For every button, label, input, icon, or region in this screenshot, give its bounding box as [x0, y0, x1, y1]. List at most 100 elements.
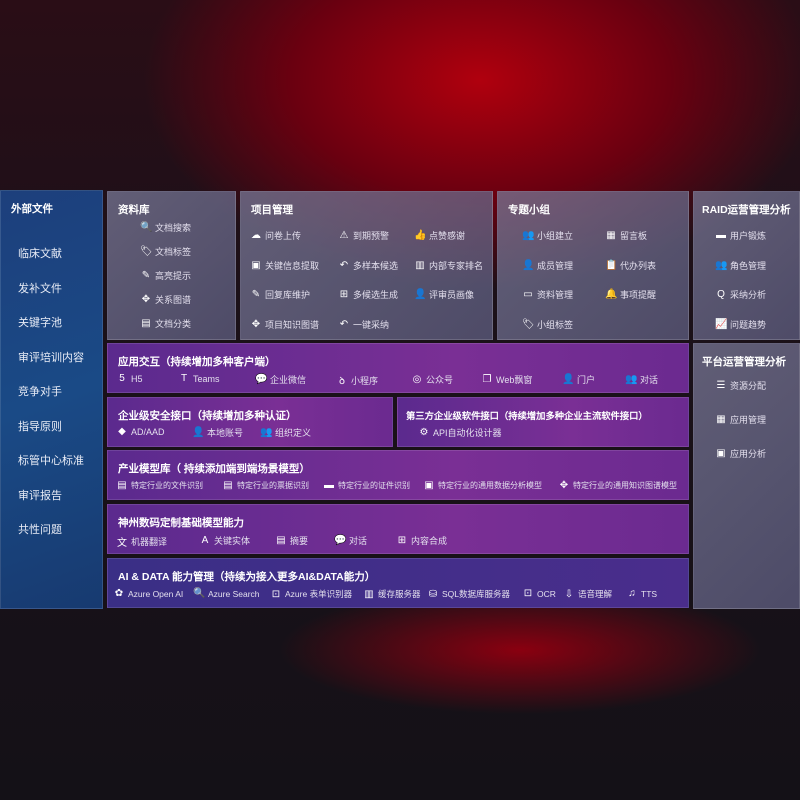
group-panel: 专题小组 — [497, 191, 689, 340]
group-item[interactable]: 🏷 小组标签 — [522, 318, 573, 331]
html5-icon: 5 — [119, 373, 125, 384]
raid-item[interactable]: ▬ 用户锻炼 — [715, 229, 766, 242]
group-item[interactable]: 👥 小组建立 — [522, 229, 573, 242]
project-item[interactable]: ▥ 内部专家排名 — [414, 259, 483, 272]
item-label: 项目知识图谱 — [265, 319, 320, 330]
security-item[interactable]: 👤 本地账号 — [192, 426, 243, 439]
aidata-item[interactable]: ✿ Azure Open AI — [113, 588, 184, 599]
raid-item[interactable]: 📈 问题趋势 — [715, 318, 766, 331]
bbs-icon: ▦ — [606, 230, 616, 241]
industry-item[interactable]: ▣ 特定行业的通用数据分析模型 — [423, 480, 542, 491]
project-item[interactable]: ▣ 关键信息提取 — [250, 259, 319, 272]
item-label: Web飘窗 — [496, 375, 533, 385]
item-label: 多候选生成 — [353, 290, 399, 300]
security-item[interactable]: ◆ AD/AAD — [116, 426, 165, 437]
platform-item[interactable]: ▦ 应用管理 — [715, 413, 766, 426]
project-item[interactable]: 👤 评审员画像 — [414, 288, 474, 301]
aidata-item[interactable]: ♫ TTS — [626, 588, 657, 599]
external-file-item[interactable]: 临床文献 — [18, 248, 62, 260]
external-file-item[interactable]: 发补文件 — [18, 282, 62, 295]
aidata-item[interactable]: ▥ 缓存服务器 — [363, 588, 420, 600]
org-icon: 👥 — [260, 427, 273, 438]
project-panel: 项目管理 — [240, 191, 493, 340]
group-item[interactable]: 🔔 事项提醒 — [605, 288, 656, 301]
group-item[interactable]: 👤 成员管理 — [522, 259, 573, 272]
apps-item[interactable]: 5 H5 — [116, 373, 142, 384]
project-item[interactable]: ✎ 回复库维护 — [250, 288, 310, 301]
raid-item[interactable]: 👥 角色管理 — [715, 259, 766, 272]
external-file-item[interactable]: 指导原则 — [18, 420, 62, 433]
project-item[interactable]: ↶ 多样本候选 — [338, 259, 398, 272]
industry-item[interactable]: ✥ 特定行业的通用知识图谱模型 — [558, 480, 677, 491]
library-item[interactable]: 🏷 文档标签 — [140, 245, 191, 258]
openai-icon: ✿ — [114, 588, 124, 599]
security-item[interactable]: 👥 组织定义 — [260, 426, 311, 439]
id-card-icon: ▬ — [324, 480, 334, 491]
folder-icon: ▭ — [523, 289, 533, 300]
item-label: 本地账号 — [207, 428, 244, 438]
edit-icon: ✎ — [251, 289, 261, 300]
project-item[interactable]: ⚠ 到期预警 — [338, 229, 390, 242]
aidata-item[interactable]: ⊡ Azure 表单识别器 — [270, 588, 352, 600]
industry-item[interactable]: ▤ 特定行业的文件识别 — [116, 480, 203, 491]
custom-item[interactable]: 文机器翻译 — [116, 534, 167, 549]
apps-item[interactable]: 👤 门户 — [562, 373, 595, 386]
library-item[interactable]: ✎ 高亮提示 — [140, 269, 191, 282]
entity-icon: A — [201, 535, 209, 546]
item-label: 成员管理 — [537, 260, 574, 271]
apps-item[interactable]: T Teams — [178, 373, 220, 384]
apps-item[interactable]: ❐ Web飘窗 — [481, 373, 533, 386]
thirdparty-item[interactable]: ⚙ API自动化设计器 — [418, 426, 502, 439]
external-file-item[interactable]: 关键字池 — [18, 317, 62, 329]
custom-item[interactable]: ▤ 摘要 — [275, 534, 308, 547]
apps-item[interactable]: ◎ 公众号 — [411, 373, 453, 386]
official-account-icon: ◎ — [412, 374, 422, 385]
project-item[interactable]: ☁ 问卷上传 — [250, 229, 301, 242]
platform-item[interactable]: ▣ 应用分析 — [715, 447, 766, 460]
item-label: 问题趋势 — [730, 319, 767, 330]
aidata-item[interactable]: ⇩ 语音理解 — [563, 588, 612, 600]
industry-item[interactable]: ▤ 特定行业的票据识别 — [222, 480, 309, 491]
external-file-item[interactable]: 竞争对手 — [18, 386, 62, 398]
aidata-item[interactable]: ⛁ SQL数据库服务器 — [427, 588, 510, 600]
project-item[interactable]: ⊞ 多候选生成 — [338, 288, 398, 301]
teams-icon: T — [180, 373, 188, 384]
group-item[interactable]: ▭ 资料管理 — [522, 288, 573, 301]
industry-panel: 产业模型库（ 持续添加端到端场景模型） — [107, 450, 689, 500]
analytics-icon: ▣ — [716, 448, 726, 459]
external-file-item[interactable]: 共性问题 — [18, 524, 62, 536]
item-label: 文档标签 — [155, 247, 192, 257]
item-label: 公众号 — [426, 375, 454, 385]
project-title: 项目管理 — [251, 204, 293, 216]
trend-chart-icon: 📈 — [715, 318, 728, 330]
item-label: AD/AAD — [131, 426, 165, 437]
custom-item[interactable]: A 关键实体 — [199, 534, 250, 547]
raid-item[interactable]: Q 采纳分析 — [715, 288, 766, 301]
apps-item[interactable]: 👥 对话 — [625, 373, 658, 386]
library-item[interactable]: ✥ 关系图谱 — [140, 293, 191, 306]
item-label: 关键信息提取 — [265, 260, 320, 271]
custom-item[interactable]: ⊞ 内容合成 — [396, 534, 447, 547]
item-label: 文档分类 — [155, 319, 192, 329]
reply-icon: ↶ — [339, 318, 349, 330]
project-item[interactable]: ✥ 项目知识图谱 — [250, 318, 319, 331]
group-item[interactable]: 📋 代办列表 — [605, 259, 656, 272]
external-file-item[interactable]: 审评培训内容 — [18, 351, 84, 364]
library-item[interactable]: ▤ 文档分类 — [140, 317, 191, 330]
aidata-item[interactable]: 🔍 Azure Search — [193, 588, 260, 599]
item-label: 采纳分析 — [730, 290, 767, 300]
item-label: 对话 — [349, 536, 368, 546]
apps-item[interactable]: ꝺ 小程序 — [336, 373, 378, 388]
external-file-item[interactable]: 标管中心标准 — [18, 455, 84, 467]
library-item[interactable]: 🔍 文档搜索 — [140, 221, 191, 234]
apps-item[interactable]: 💬 企业微信 — [255, 373, 306, 386]
project-item[interactable]: ↶ 一键采纳 — [338, 318, 389, 331]
industry-item[interactable]: ▬ 特定行业的证件识别 — [323, 480, 410, 491]
platform-item[interactable]: ☰ 资源分配 — [715, 379, 767, 392]
aidata-item[interactable]: ⊡ OCR — [522, 588, 556, 599]
cloud-upload-icon: ☁ — [251, 230, 261, 241]
group-item[interactable]: ▦ 留言板 — [605, 229, 647, 242]
project-item[interactable]: 👍 点赞感谢 — [414, 229, 465, 242]
custom-item[interactable]: 💬 对话 — [334, 534, 367, 547]
external-file-item[interactable]: 审评报告 — [18, 489, 62, 502]
